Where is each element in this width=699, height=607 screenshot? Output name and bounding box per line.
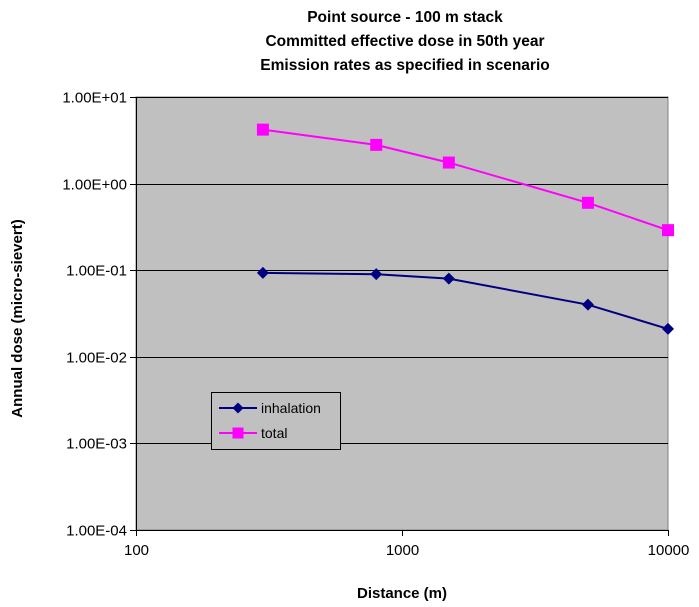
data-point-inhalation: [370, 268, 383, 281]
legend-marker: [232, 402, 244, 414]
y-axis-title: Annual dose (micro-sievert): [9, 219, 26, 417]
series: [256, 123, 674, 335]
series-inhalation: [256, 266, 674, 335]
data-point-total: [370, 138, 383, 151]
legend-marker: [232, 427, 244, 439]
data-point-inhalation: [662, 322, 674, 335]
data-point-inhalation: [442, 272, 455, 285]
chart-title-line-1: Point source - 100 m stack: [307, 9, 503, 26]
y-tick-label: 1.00E-01: [66, 263, 127, 280]
x-tick-label: 100: [124, 542, 149, 559]
x-tick-label: 1000: [386, 542, 419, 559]
y-tick-label: 1.00E+00: [62, 177, 127, 194]
legend-label: total: [261, 425, 287, 441]
data-point-total: [581, 196, 594, 209]
series-total: [256, 123, 674, 237]
x-axis-title: Distance (m): [357, 585, 447, 602]
legend: inhalation total: [211, 392, 341, 450]
x-tick-label: 10000: [648, 542, 690, 559]
y-axis-ticks: 1.00E+01 1.00E+00 1.00E-01 1.00E-02 1.00E-03…: [62, 90, 136, 540]
y-tick-label: 1.00E-03: [66, 436, 127, 453]
legend-item-total: total: [219, 425, 287, 441]
y-tick-label: 1.00E+01: [62, 90, 127, 107]
data-point-total: [256, 123, 269, 136]
x-axis-ticks: 100 1000 10000: [124, 530, 689, 559]
plot-area: [135, 96, 669, 531]
data-point-total: [442, 156, 455, 169]
chart-title: Point source - 100 m stack Committed eff…: [260, 9, 549, 74]
y-tick-label: 1.00E-02: [66, 350, 127, 367]
legend-box: [211, 392, 341, 450]
legend-label: inhalation: [261, 400, 321, 416]
data-point-total: [662, 224, 674, 237]
data-point-inhalation: [256, 266, 269, 279]
chart-title-line-2: Committed effective dose in 50th year: [265, 33, 544, 50]
chart-title-line-3: Emission rates as specified in scenario: [260, 57, 549, 74]
y-tick-label: 1.00E-04: [66, 523, 127, 540]
legend-item-inhalation: inhalation: [219, 400, 321, 416]
data-point-inhalation: [581, 298, 594, 311]
